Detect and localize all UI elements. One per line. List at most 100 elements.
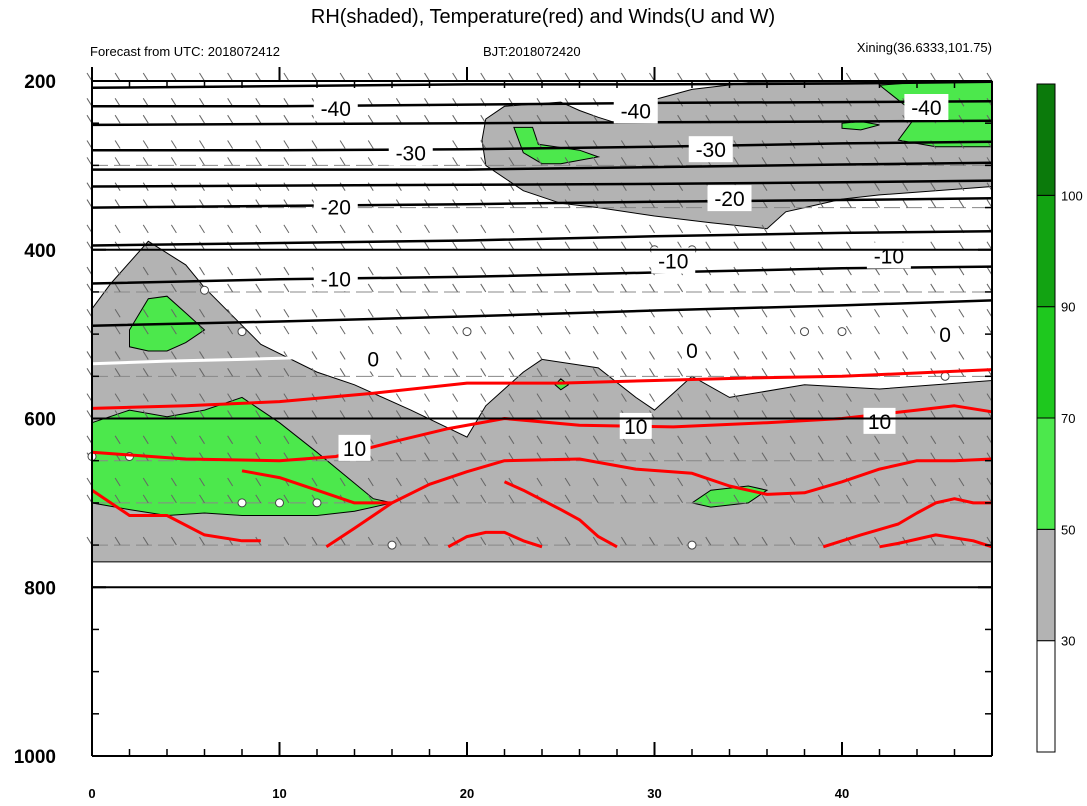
wind-barb	[142, 368, 149, 377]
wind-barb	[677, 224, 684, 234]
wind-barb	[508, 224, 515, 234]
wind-barb	[874, 325, 880, 335]
wind-barb	[958, 325, 965, 335]
temp-line	[92, 140, 993, 152]
wind-barb	[311, 140, 318, 149]
wind-barb	[227, 435, 234, 445]
wind-barb	[733, 241, 740, 251]
wind-barb	[367, 477, 374, 487]
y-tick-label: 600	[24, 410, 56, 431]
wind-barb	[170, 393, 177, 402]
wind-barb	[705, 351, 712, 360]
wind-barb	[705, 536, 712, 546]
temp-line	[92, 100, 993, 108]
wind-barb	[930, 494, 937, 504]
wind-barb	[705, 325, 712, 335]
wind-barb	[733, 536, 740, 546]
wind-barb	[564, 241, 571, 251]
wind-barb	[283, 283, 290, 293]
wind-barb	[424, 368, 430, 377]
wind-barb	[620, 536, 627, 546]
wind-barb	[283, 368, 290, 377]
wind-barb	[452, 351, 459, 360]
wind-barb	[705, 494, 712, 504]
wind-barb	[142, 114, 149, 124]
wind-barb	[902, 452, 909, 461]
wind-barb	[142, 435, 149, 445]
wind-barb	[227, 98, 234, 107]
temp-line	[91, 80, 993, 90]
wind-barb	[452, 325, 459, 335]
wind-barb	[170, 477, 177, 487]
wind-barb	[283, 72, 290, 82]
wind-barb	[114, 283, 121, 293]
wind-barb	[452, 452, 459, 461]
wind-barb	[170, 157, 177, 166]
wind-barb	[958, 351, 965, 360]
wind-barb	[930, 325, 937, 335]
wind-barb	[564, 157, 571, 166]
colorbar-swatch	[1036, 194, 1056, 308]
wind-barb	[536, 157, 543, 166]
wind-barb	[367, 325, 374, 335]
wind-barb	[705, 368, 712, 377]
wind-barb	[817, 224, 824, 234]
wind-barb	[255, 224, 262, 234]
contour-label: -40	[911, 97, 941, 120]
wind-barb	[424, 283, 430, 293]
wind-barb	[424, 351, 430, 360]
wind-barb	[649, 452, 655, 461]
contour-label-bg	[682, 337, 702, 363]
wind-barb	[114, 140, 121, 149]
wind-barb	[395, 536, 402, 546]
wind-barb	[424, 266, 430, 276]
wind-barb	[620, 393, 627, 402]
wind-barb	[452, 283, 459, 293]
wind-barb	[339, 72, 346, 82]
wind-barb	[620, 241, 627, 251]
wind-barb	[733, 410, 740, 419]
forecast-label: Forecast from UTC: 2018072412	[90, 44, 280, 59]
wind-barb	[592, 368, 599, 377]
wind-barb	[705, 224, 712, 234]
wind-barb	[508, 368, 515, 377]
wind-barb	[677, 157, 684, 166]
wind-barb	[564, 224, 571, 234]
wind-barb	[114, 266, 121, 276]
wind-barb	[677, 536, 684, 546]
wind-barb	[255, 435, 262, 445]
wind-barb	[958, 241, 965, 251]
wind-barb	[424, 494, 430, 504]
wind-barb	[536, 351, 543, 360]
x-tick-label: 40	[835, 786, 849, 801]
wind-barb	[255, 72, 262, 82]
wind-barb	[761, 157, 768, 166]
wind-barb	[395, 224, 402, 234]
temperature-contours	[91, 80, 993, 549]
wind-barb	[339, 308, 346, 318]
wind-barb	[170, 72, 177, 82]
wind-barb	[789, 494, 796, 504]
wind-barb	[255, 308, 262, 318]
calm-circle	[237, 498, 247, 508]
wind-barb	[733, 494, 740, 504]
wind-barb	[649, 325, 655, 335]
wind-barb	[199, 477, 205, 487]
wind-barb	[367, 114, 374, 124]
wind-barb	[452, 368, 459, 377]
wind-barb	[874, 283, 880, 293]
wind-barb	[170, 410, 177, 419]
wind-barb	[199, 435, 205, 445]
wind-barb	[255, 140, 262, 149]
wind-barb	[227, 157, 234, 166]
x-tick-label: 20	[460, 786, 474, 801]
wind-barb	[564, 283, 571, 293]
wind-barb	[761, 283, 768, 293]
wind-barb	[761, 435, 768, 445]
wind-barb	[677, 393, 684, 402]
wind-barb	[395, 351, 402, 360]
wind-barb	[845, 435, 852, 445]
wind-barb	[761, 72, 768, 82]
wind-barb	[395, 241, 402, 251]
